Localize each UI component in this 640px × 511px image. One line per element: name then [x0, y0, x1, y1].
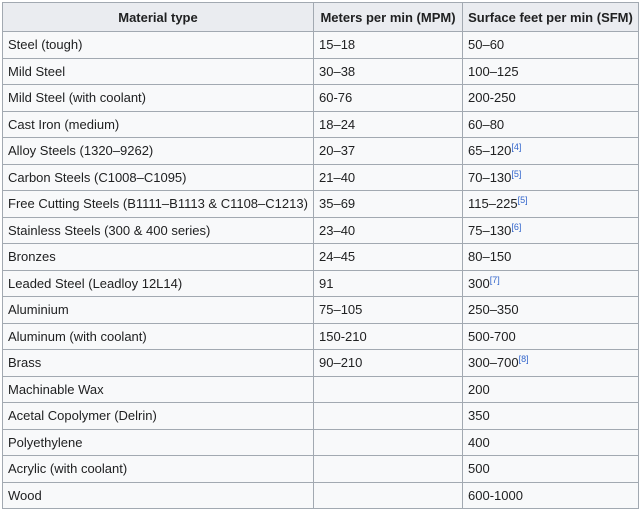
table-cell: 200-250 — [462, 84, 639, 112]
table-cell: Bronzes — [2, 243, 314, 271]
table-cell — [313, 375, 463, 403]
table-cell: 80–150 — [462, 243, 639, 271]
table-cell: 60–80 — [462, 110, 639, 138]
table-cell: 90–210 — [313, 349, 463, 377]
table-row: Mild Steel (with coolant) 60-76 200-250 — [2, 84, 639, 112]
column-header: Surface feet per min (SFM) — [462, 2, 639, 32]
table-row: Carbon Steels (C1008–C1095) 21–40 70–130[5… — [2, 163, 639, 191]
table-cell: 30–38 — [313, 57, 463, 85]
table-cell — [313, 455, 463, 483]
table-row: Bronzes 24–45 80–150 — [2, 243, 639, 271]
cell-text: 300 — [468, 275, 490, 291]
table-cell: Carbon Steels (C1008–C1095) — [2, 163, 314, 191]
table-cell: 75–105 — [313, 296, 463, 324]
header-row: Material type Meters per min (MPM) Surface… — [2, 2, 639, 32]
table-row: Acrylic (with coolant) 500 — [2, 455, 639, 483]
reference-link[interactable]: [5] — [517, 195, 528, 206]
reference-link[interactable]: [5] — [511, 168, 522, 179]
table-cell: 65–120[4] — [462, 137, 639, 165]
table-cell: 500-700 — [462, 322, 639, 350]
table-row: Leaded Steel (Leadloy 12L14) 91 300[7] — [2, 269, 639, 297]
reference-link[interactable]: [6] — [511, 221, 522, 232]
table-row: Aluminum (with coolant) 150-210 500-700 — [2, 322, 639, 350]
table-cell — [313, 402, 463, 430]
table-cell: 91 — [313, 269, 463, 297]
table-cell: Stainless Steels (300 & 400 series) — [2, 216, 314, 244]
table-cell: 70–130[5] — [462, 163, 639, 191]
cell-text: 70–130 — [468, 169, 512, 185]
table-row: Stainless Steels (300 & 400 series) 23–40… — [2, 216, 639, 244]
table-cell: 60-76 — [313, 84, 463, 112]
table-cell: Polyethylene — [2, 428, 314, 456]
table-cell: 300[7] — [462, 269, 639, 297]
table-row: Cast Iron (medium) 18–24 60–80 — [2, 110, 639, 138]
table-cell: 500 — [462, 455, 639, 483]
table-row: Polyethylene 400 — [2, 428, 639, 456]
table-cell: Steel (tough) — [2, 31, 314, 59]
table-cell: 400 — [462, 428, 639, 456]
table-cell: 100–125 — [462, 57, 639, 85]
table-cell: 115–225[5] — [462, 190, 639, 218]
reference-link[interactable]: [4] — [511, 142, 522, 153]
table-row: Aluminium 75–105 250–350 — [2, 296, 639, 324]
table-row: Alloy Steels (1320–9262) 20–37 65–120[4] — [2, 137, 639, 165]
table-cell: 20–37 — [313, 137, 463, 165]
cell-text: 75–130 — [468, 222, 512, 238]
table-cell: Leaded Steel (Leadloy 12L14) — [2, 269, 314, 297]
table-cell: Wood — [2, 481, 314, 509]
cell-text: 115–225 — [468, 196, 518, 212]
table-cell: 18–24 — [313, 110, 463, 138]
table-cell: 75–130[6] — [462, 216, 639, 244]
table-cell: 150-210 — [313, 322, 463, 350]
table-cell: 300–700[8] — [462, 349, 639, 377]
table-row: Steel (tough) 15–18 50–60 — [2, 31, 639, 59]
table-row: Machinable Wax 200 — [2, 375, 639, 403]
table-cell: 50–60 — [462, 31, 639, 59]
table-cell: 200 — [462, 375, 639, 403]
table-cell: 21–40 — [313, 163, 463, 191]
table-body: Steel (tough) 15–18 50–60 Mild Steel 30–38 10… — [2, 31, 639, 509]
cell-text: 65–120 — [468, 143, 512, 159]
table-cell: 600-1000 — [462, 481, 639, 509]
table-cell: Alloy Steels (1320–9262) — [2, 137, 314, 165]
column-header: Meters per min (MPM) — [313, 2, 463, 32]
table-cell: 24–45 — [313, 243, 463, 271]
table-cell: 35–69 — [313, 190, 463, 218]
cell-text: 300–700 — [468, 355, 519, 371]
table-cell: Aluminium — [2, 296, 314, 324]
table-cell: Mild Steel (with coolant) — [2, 84, 314, 112]
table-cell: Brass — [2, 349, 314, 377]
table-cell: 15–18 — [313, 31, 463, 59]
table-cell: Mild Steel — [2, 57, 314, 85]
reference-link[interactable]: [7] — [489, 274, 500, 285]
table-cell: 250–350 — [462, 296, 639, 324]
table-cell: 23–40 — [313, 216, 463, 244]
table-cell — [313, 428, 463, 456]
column-header: Material type — [2, 2, 314, 32]
table-cell: Machinable Wax — [2, 375, 314, 403]
table-row: Wood 600-1000 — [2, 481, 639, 509]
table-row: Free Cutting Steels (B1111–B1113 & C1108… — [2, 190, 639, 218]
reference-link[interactable]: [8] — [518, 354, 529, 365]
table-row: Mild Steel 30–38 100–125 — [2, 57, 639, 85]
table-cell — [313, 481, 463, 509]
table-cell: Acetal Copolymer (Delrin) — [2, 402, 314, 430]
table-cell: Cast Iron (medium) — [2, 110, 314, 138]
table-row: Acetal Copolymer (Delrin) 350 — [2, 402, 639, 430]
table-cell: Aluminum (with coolant) — [2, 322, 314, 350]
table-row: Brass 90–210 300–700[8] — [2, 349, 639, 377]
table-cell: Acrylic (with coolant) — [2, 455, 314, 483]
table-cell: 350 — [462, 402, 639, 430]
table-cell: Free Cutting Steels (B1111–B1113 & C1108… — [2, 190, 314, 218]
